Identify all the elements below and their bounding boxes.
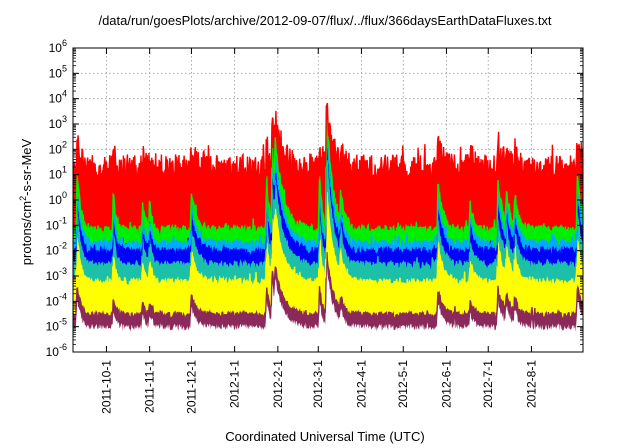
x-tick-label: 2011-11-1 <box>143 360 157 413</box>
y-axis-title-sup: 2 <box>18 196 28 201</box>
y-tick-label: 10-1 <box>46 215 67 232</box>
y-tick-label-base: 10 <box>49 193 63 207</box>
y-tick-label-base: 10 <box>49 41 63 55</box>
y-tick-label: 103 <box>49 114 67 131</box>
y-axis-title-before: protons/cm <box>19 201 34 265</box>
x-tick-label: 2012-6-1 <box>439 360 453 408</box>
series-line <box>73 102 583 188</box>
x-tick-label: 2012-8-1 <box>524 360 538 408</box>
y-tick-label-exponent: 0 <box>62 190 67 200</box>
y-tick-label: 10-2 <box>46 241 67 258</box>
y-tick-label-base: 10 <box>49 66 63 80</box>
x-tick-label: 2012-7-1 <box>481 360 495 408</box>
x-tick-label: 2012-4-1 <box>354 360 368 408</box>
y-axis: 10-610-510-410-310-210-11001011021031041… <box>46 38 583 359</box>
y-tick-label-exponent: -6 <box>59 342 67 352</box>
y-tick-label-base: 10 <box>49 142 63 156</box>
x-tick-label: 2012-2-1 <box>271 360 285 408</box>
y-tick-label-exponent: 6 <box>62 38 67 48</box>
y-tick-label-base: 10 <box>46 269 60 283</box>
series-line <box>73 252 583 321</box>
y-tick-label-exponent: -3 <box>59 266 67 276</box>
y-tick-label: 10-4 <box>46 291 67 308</box>
y-tick-label-base: 10 <box>46 345 60 359</box>
x-tick-label: 2012-1-1 <box>228 360 242 408</box>
x-axis-title: Coordinated Universal Time (UTC) <box>225 429 424 444</box>
y-tick-label-exponent: -4 <box>59 291 67 301</box>
series-line <box>73 119 583 238</box>
y-tick-label-base: 10 <box>46 320 60 334</box>
y-tick-label-exponent: 4 <box>62 89 67 99</box>
y-tick-label-base: 10 <box>49 117 63 131</box>
y-tick-label: 10-3 <box>46 266 67 283</box>
y-axis-title: protons/cm2-s-sr-MeV <box>18 138 34 265</box>
y-axis-title-after: -s-sr-MeV <box>19 138 34 195</box>
y-tick-label-exponent: -1 <box>59 215 67 225</box>
y-tick-label: 10-5 <box>46 317 67 334</box>
y-tick-label-exponent: -2 <box>59 241 67 251</box>
x-tick-label: 2011-12-1 <box>184 360 198 414</box>
x-tick-label: 2012-3-1 <box>311 360 325 408</box>
y-tick-label-exponent: 1 <box>62 165 67 175</box>
y-tick-label-exponent: 2 <box>62 139 67 149</box>
series-baseline-mask <box>73 264 583 352</box>
y-tick-label-exponent: 3 <box>62 114 67 124</box>
y-tick-label-base: 10 <box>49 168 63 182</box>
y-tick-label: 106 <box>49 38 67 55</box>
y-tick-label-exponent: -5 <box>59 317 67 327</box>
y-tick-label: 100 <box>49 190 67 207</box>
y-tick-label: 102 <box>49 139 67 156</box>
y-tick-label-exponent: 5 <box>62 63 67 73</box>
y-tick-label-base: 10 <box>46 294 60 308</box>
x-axis: 2011-10-1 2011-11-1 2011-12-1 2012-1-1 2012-… <box>99 48 538 414</box>
y-tick-label: 101 <box>49 165 67 182</box>
y-tick-label-base: 10 <box>49 92 63 106</box>
x-tick-label: 2012-5-1 <box>396 360 410 408</box>
y-tick-label: 105 <box>49 63 67 80</box>
chart-title: /data/run/goesPlots/archive/2012-09-07/f… <box>98 13 551 28</box>
x-tick-label: 2011-10-1 <box>99 360 113 414</box>
y-tick-label-base: 10 <box>46 244 60 258</box>
y-tick-label-base: 10 <box>46 218 60 232</box>
y-tick-label: 104 <box>49 89 67 106</box>
plot-series <box>73 102 583 352</box>
y-tick-label: 10-6 <box>46 342 67 359</box>
